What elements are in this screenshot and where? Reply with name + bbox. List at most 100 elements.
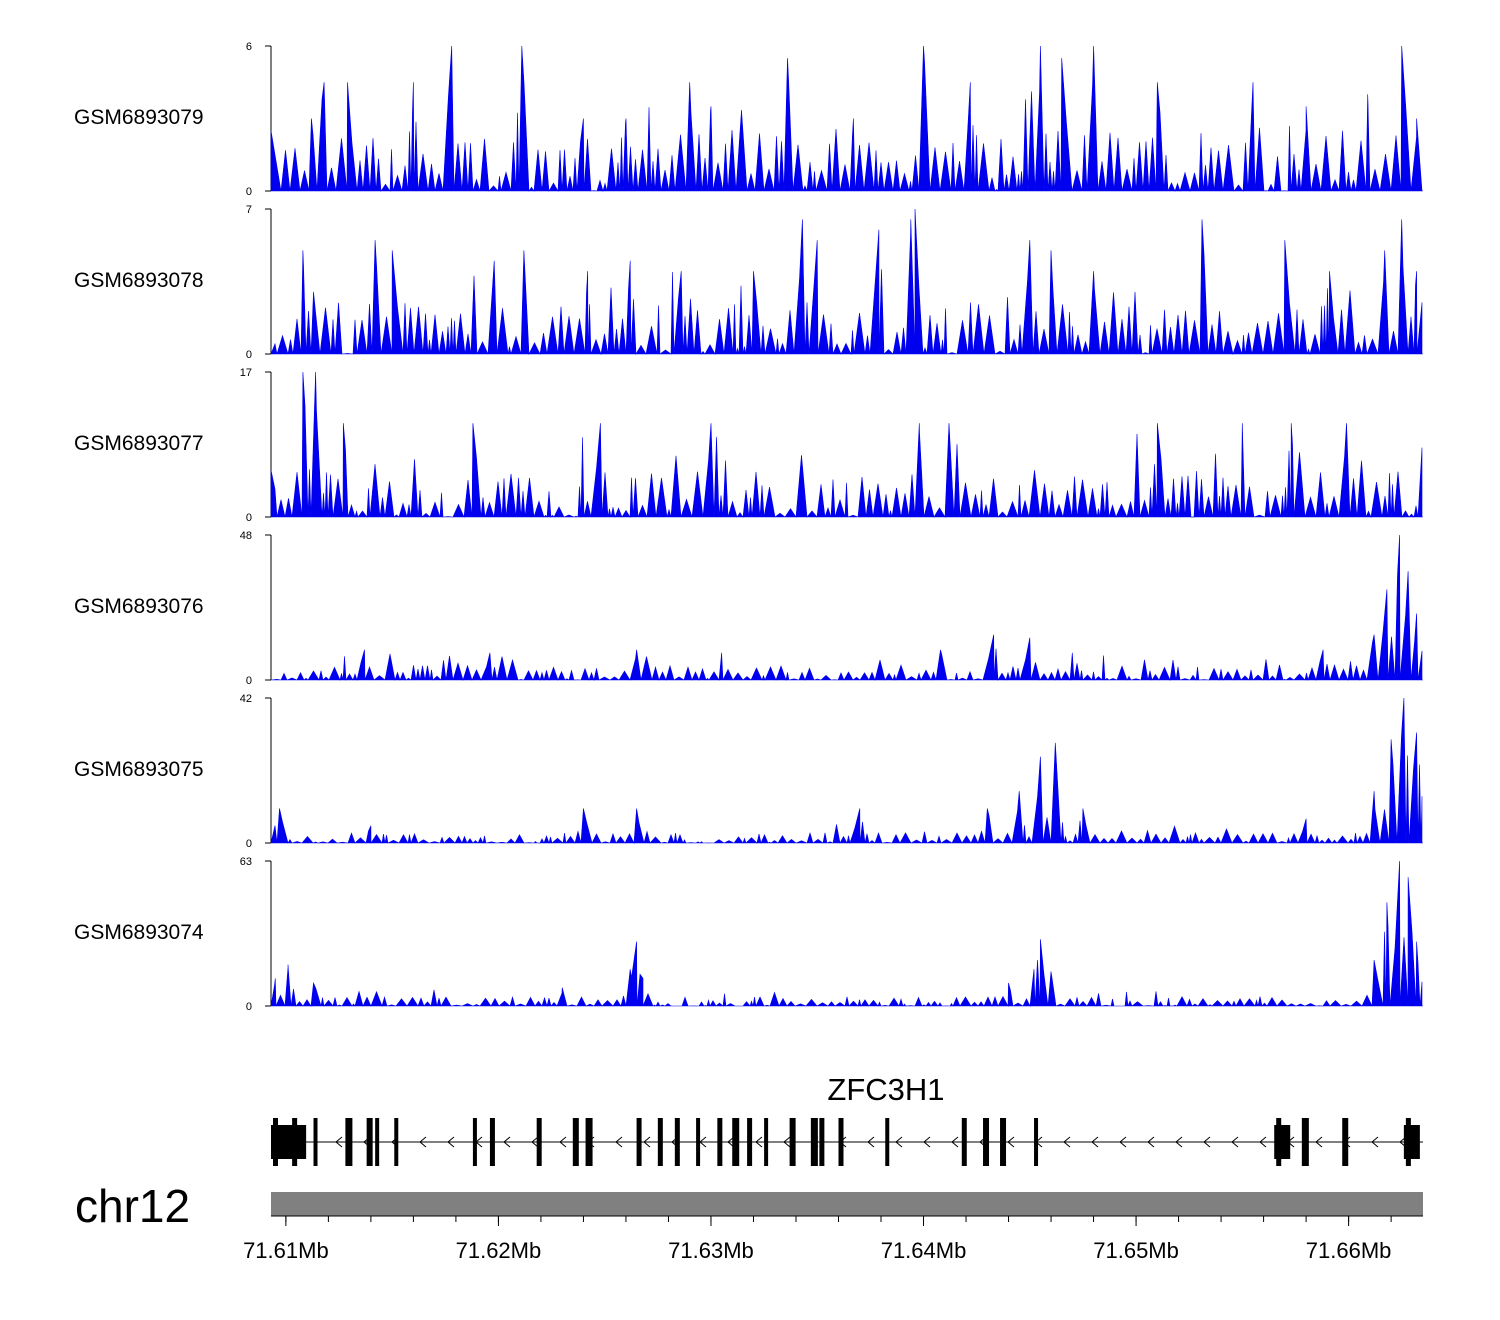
- x-tick-label: 71.62Mb: [456, 1238, 542, 1263]
- exon-block: [313, 1118, 318, 1166]
- exon-block: [961, 1118, 967, 1166]
- exon-block: [732, 1118, 740, 1166]
- y-min-label: 0: [246, 675, 252, 687]
- strand-arrow: [783, 1136, 791, 1148]
- exon-block: [375, 1118, 380, 1166]
- exon-block: [747, 1118, 753, 1166]
- y-max-label: 48: [240, 530, 252, 542]
- exon-block: [789, 1118, 796, 1166]
- strand-arrow: [1091, 1136, 1099, 1148]
- strand-arrow: [1147, 1136, 1155, 1148]
- signal-area: [270, 860, 1423, 1008]
- strand-arrow: [755, 1136, 763, 1148]
- chromosome-label: chr12: [75, 1180, 190, 1232]
- exon-block: [764, 1118, 769, 1166]
- signal-area: [270, 371, 1423, 519]
- genomic-axis: 71.61Mb 71.62Mb 71.63Mb 71.64Mb 71.65Mb 71.66…: [243, 1215, 1423, 1263]
- strand-arrow: [867, 1136, 875, 1148]
- strand-arrow: [1231, 1136, 1239, 1148]
- exon-block: [292, 1118, 298, 1166]
- exon-block: [1301, 1118, 1309, 1166]
- exon-block: [983, 1118, 990, 1166]
- strand-arrow: [1119, 1136, 1127, 1148]
- y-min-label: 0: [246, 186, 252, 198]
- signal-tracks: GSM689307960GSM689307870GSM6893077170GSM…: [74, 41, 1423, 1013]
- exon-block: [717, 1118, 723, 1166]
- x-tick-label: 71.61Mb: [243, 1238, 329, 1263]
- strand-arrow: [503, 1136, 511, 1148]
- exon-block: [489, 1118, 495, 1166]
- y-max-label: 63: [240, 856, 252, 868]
- exon-block: [1276, 1118, 1282, 1166]
- x-tick-label: 71.63Mb: [668, 1238, 754, 1263]
- track-GSM6893076: GSM6893076 48 0: [74, 530, 1423, 687]
- track-GSM6893078: GSM6893078 7 0: [74, 204, 1423, 361]
- y-min-label: 0: [246, 838, 252, 850]
- exon-block: [657, 1118, 663, 1166]
- track-label: GSM6893077: [74, 432, 204, 455]
- strand-arrow: [419, 1136, 427, 1148]
- y-min-label: 0: [246, 512, 252, 524]
- exon-blocks: [271, 1118, 1420, 1166]
- strand-arrow: [615, 1136, 623, 1148]
- track-label: GSM6893075: [74, 758, 204, 781]
- exon-block: [810, 1118, 818, 1166]
- signal-area: [270, 534, 1423, 682]
- track-GSM6893077: GSM6893077 17 0: [74, 367, 1423, 524]
- gene-name-label: ZFC3H1: [827, 1072, 944, 1107]
- exon-block: [345, 1118, 353, 1166]
- strand-arrow: [923, 1136, 931, 1148]
- y-max-label: 42: [240, 693, 252, 705]
- track-GSM6893075: GSM6893075 42 0: [74, 693, 1423, 850]
- exon-block: [394, 1118, 399, 1166]
- strand-arrow: [1007, 1136, 1015, 1148]
- exon-block: [536, 1118, 542, 1166]
- strand-arrow: [727, 1136, 735, 1148]
- y-min-label: 0: [246, 1001, 252, 1013]
- chromosome-track: chr12: [75, 1180, 1423, 1232]
- signal-area: [270, 45, 1423, 193]
- strand-arrow: [1175, 1136, 1183, 1148]
- strand-arrow: [335, 1136, 343, 1148]
- chromosome-ideogram: [271, 1192, 1423, 1216]
- y-max-label: 6: [246, 41, 252, 53]
- strand-arrow: [1371, 1136, 1379, 1148]
- exon-block: [674, 1118, 680, 1166]
- exon-block: [1342, 1118, 1349, 1166]
- exon-block: [1000, 1118, 1007, 1166]
- exon-block: [273, 1118, 278, 1166]
- strand-arrow: [1315, 1136, 1323, 1148]
- exon-block: [366, 1118, 373, 1166]
- x-tick-label: 71.64Mb: [881, 1238, 967, 1263]
- exon-block: [1405, 1118, 1411, 1166]
- y-max-label: 7: [246, 204, 252, 216]
- strand-arrow: [1063, 1136, 1071, 1148]
- exon-block: [885, 1118, 890, 1166]
- strand-arrow: [559, 1136, 567, 1148]
- y-max-label: 17: [240, 367, 252, 379]
- signal-area: [270, 697, 1423, 845]
- track-label: GSM6893076: [74, 595, 204, 618]
- exon-block: [585, 1118, 593, 1166]
- strand-arrow: [447, 1136, 455, 1148]
- strand-arrow: [895, 1136, 903, 1148]
- strand-arrow: [531, 1136, 539, 1148]
- x-tick-label: 71.66Mb: [1306, 1238, 1392, 1263]
- exon-block: [636, 1118, 642, 1166]
- track-GSM6893079: GSM6893079 6 0: [74, 41, 1423, 198]
- track-label: GSM6893078: [74, 269, 204, 292]
- strand-arrow: [1259, 1136, 1267, 1148]
- exon-block: [838, 1118, 844, 1166]
- gene-track: ZFC3H1: [271, 1072, 1423, 1166]
- track-label: GSM6893079: [74, 106, 204, 129]
- exon-block: [696, 1118, 701, 1166]
- signal-area: [270, 208, 1423, 356]
- exon-block: [572, 1118, 579, 1166]
- strand-arrow: [951, 1136, 959, 1148]
- exon-block: [819, 1118, 825, 1166]
- track-label: GSM6893074: [74, 921, 204, 944]
- x-tick-label: 71.65Mb: [1093, 1238, 1179, 1263]
- strand-arrow: [1203, 1136, 1211, 1148]
- y-min-label: 0: [246, 349, 252, 361]
